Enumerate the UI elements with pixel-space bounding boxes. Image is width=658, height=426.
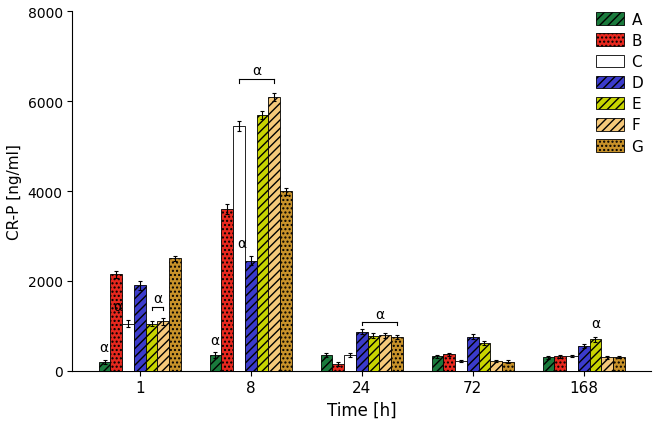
Bar: [578, 346, 590, 371]
Bar: [455, 361, 467, 371]
Bar: [257, 115, 268, 371]
Bar: [613, 357, 624, 371]
Bar: [432, 357, 443, 371]
Bar: [332, 364, 344, 371]
Bar: [554, 357, 566, 371]
Bar: [169, 259, 181, 371]
Bar: [490, 361, 502, 371]
Text: α: α: [153, 291, 162, 305]
Bar: [111, 275, 122, 371]
Bar: [280, 192, 292, 371]
Bar: [233, 127, 245, 371]
Text: α: α: [237, 237, 246, 251]
Bar: [268, 98, 280, 371]
Bar: [320, 355, 332, 371]
Bar: [502, 362, 514, 371]
Text: α: α: [211, 333, 219, 347]
Bar: [542, 357, 554, 371]
Bar: [356, 332, 368, 371]
Text: α: α: [114, 299, 123, 314]
Bar: [221, 210, 233, 371]
Legend: A, B, C, D, E, F, G: A, B, C, D, E, F, G: [596, 13, 644, 154]
Bar: [245, 261, 257, 371]
Bar: [566, 356, 578, 371]
Text: α: α: [375, 307, 384, 321]
Bar: [145, 324, 157, 371]
Bar: [379, 336, 391, 371]
X-axis label: Time [h]: Time [h]: [327, 401, 397, 419]
Bar: [601, 357, 613, 371]
Bar: [368, 336, 379, 371]
Text: α: α: [591, 317, 600, 331]
Text: α: α: [252, 63, 261, 78]
Y-axis label: CR-P [ng/ml]: CR-P [ng/ml]: [7, 144, 22, 239]
Bar: [443, 354, 455, 371]
Text: α: α: [99, 340, 109, 354]
Bar: [590, 340, 601, 371]
Bar: [391, 337, 403, 371]
Bar: [134, 286, 145, 371]
Bar: [478, 343, 490, 371]
Bar: [467, 337, 478, 371]
Bar: [344, 355, 356, 371]
Bar: [210, 355, 221, 371]
Bar: [99, 362, 111, 371]
Bar: [157, 322, 169, 371]
Bar: [122, 324, 134, 371]
